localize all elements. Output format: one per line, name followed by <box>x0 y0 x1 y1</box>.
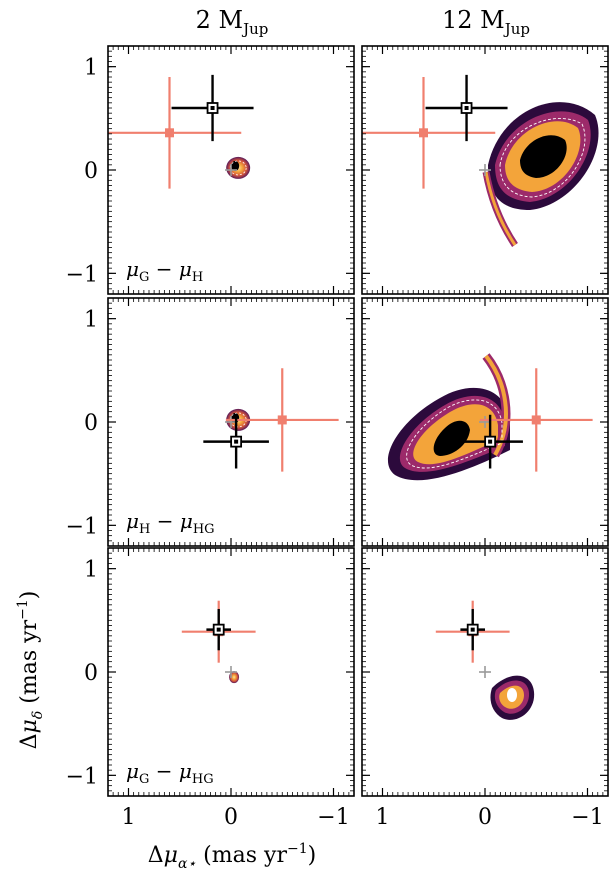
black-point-core <box>470 627 475 632</box>
x-tick-label: 1 <box>122 805 136 830</box>
density-cloud <box>482 102 599 247</box>
black-point-core <box>210 106 215 110</box>
density-contour <box>229 160 247 176</box>
y-tick-label: 0 <box>84 159 98 184</box>
panel-r2-c0: 1 0 −1 1 0 −1 μG − μHG <box>66 547 355 830</box>
row-label: μH − μHG <box>126 509 215 537</box>
black-point-core <box>216 627 221 632</box>
black-point-core <box>464 106 469 110</box>
x-tick-label: 0 <box>478 805 492 830</box>
y-tick-label: −1 <box>66 262 98 287</box>
x-tick-label: 0 <box>224 805 238 830</box>
x-axis-label: Δμα⋆ (mas yr−1) <box>148 841 316 872</box>
y-axis-label: Δμδ (mas yr−1) <box>15 591 46 750</box>
salmon-point <box>277 415 287 425</box>
y-tick-label: 0 <box>84 661 98 686</box>
x-tick-label: −1 <box>317 805 349 830</box>
y-tick-label: 1 <box>84 558 98 583</box>
panel-r1-c1 <box>361 297 609 547</box>
salmon-point <box>531 415 541 425</box>
black-point-core <box>234 439 239 444</box>
y-tick-label: −1 <box>66 514 98 539</box>
density-cloud <box>387 353 511 481</box>
y-tick-label: 1 <box>84 56 98 81</box>
x-tick-label: −1 <box>571 805 603 830</box>
row-label: μG − μHG <box>126 759 214 787</box>
panel-r0-c0: 1 0 −1 μG − μH <box>66 45 355 295</box>
density-cloud <box>490 675 535 720</box>
panel-r2-c1: 1 0 −1 <box>361 547 609 830</box>
column-title-2mjup: 2 MJup <box>196 6 269 38</box>
x-tick-label: 1 <box>376 805 390 830</box>
density-cloud-hole <box>231 160 240 171</box>
panel-r0-c1 <box>361 45 609 295</box>
y-tick-label: −1 <box>66 764 98 789</box>
black-point-core <box>488 439 493 444</box>
y-tick-label: 1 <box>84 308 98 333</box>
salmon-point <box>419 128 428 138</box>
panel-r1-c0: 1 0 −1 μH − μHG <box>66 297 355 547</box>
salmon-point <box>165 128 174 138</box>
row-label: μG − μH <box>126 257 203 285</box>
column-title-12mjup: 12 MJup <box>442 6 530 38</box>
y-tick-label: 0 <box>84 411 98 436</box>
